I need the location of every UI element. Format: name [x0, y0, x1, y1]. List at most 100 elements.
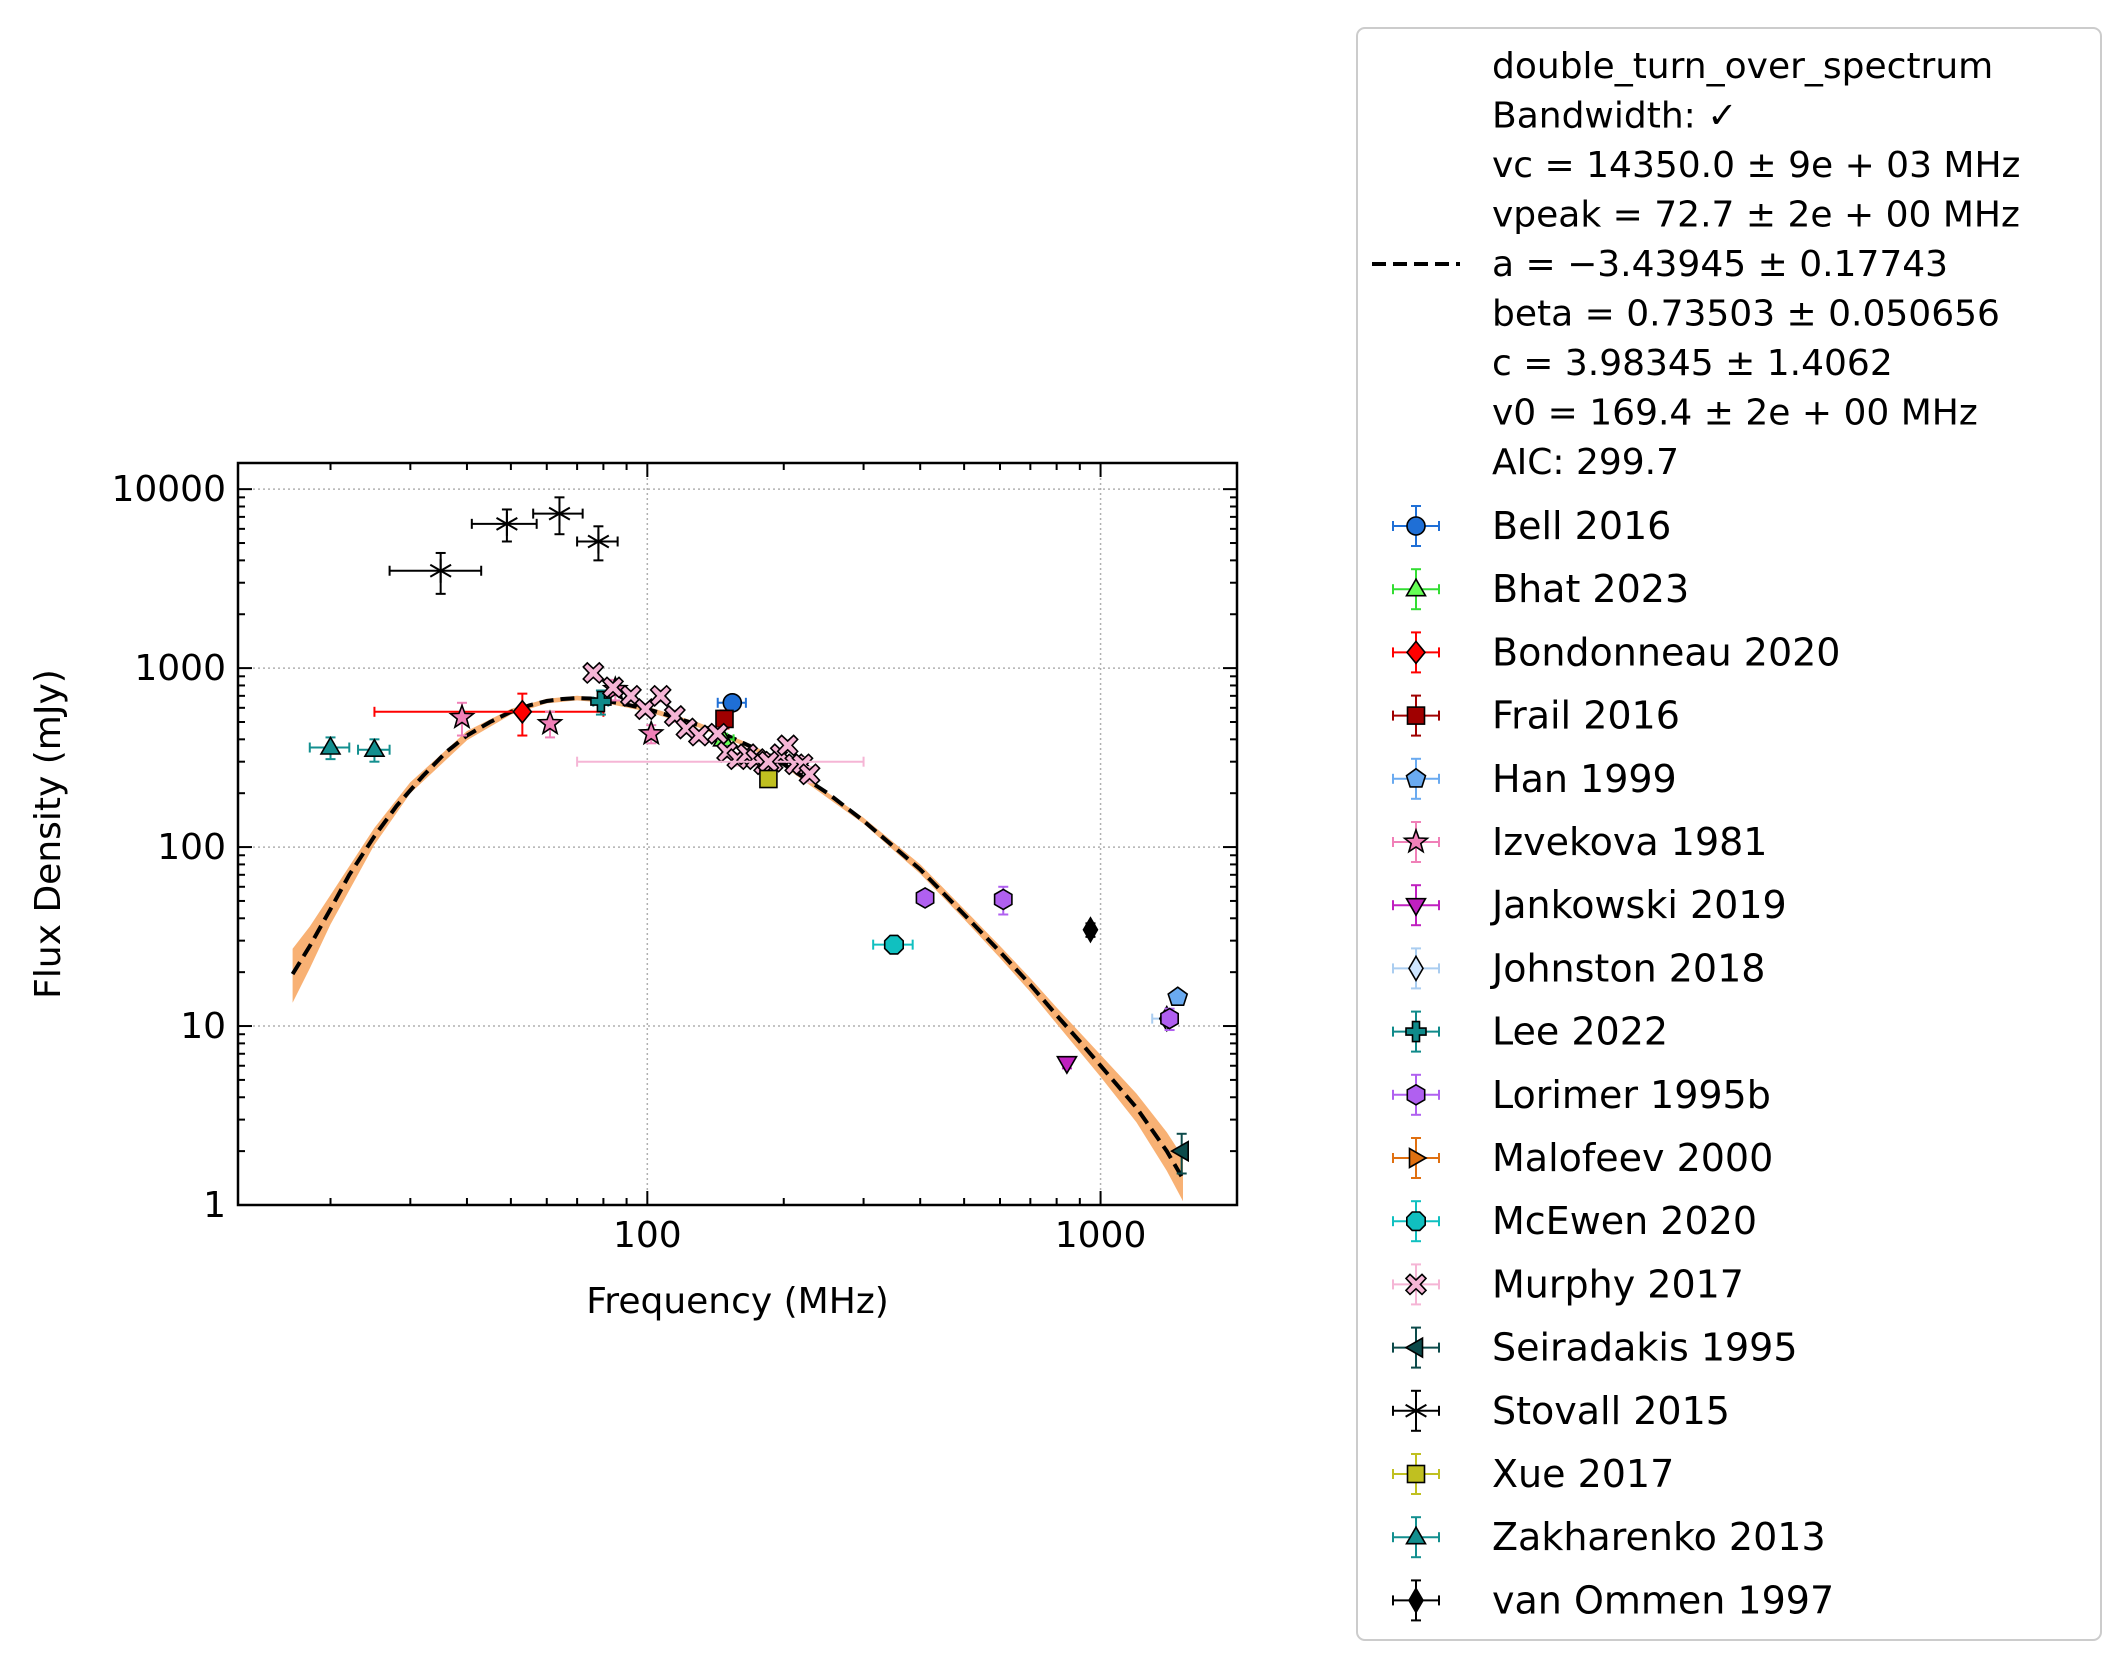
legend-entry: Jankowski 2019 — [1392, 883, 1787, 927]
y-axis-label: Flux Density (mJy) — [28, 669, 69, 999]
legend-marker — [1406, 1083, 1426, 1106]
legend-marker — [1408, 1147, 1428, 1169]
legend-entry: McEwen 2020 — [1392, 1199, 1757, 1243]
fit-parameter-text: v0 = 169.4 ± 2e + 00 MHz — [1492, 393, 1978, 434]
x-tick-label: 100 — [613, 1215, 682, 1256]
legend-label: Malofeev 2000 — [1492, 1136, 1773, 1180]
data-point — [619, 684, 643, 707]
legend-entry: Lorimer 1995b — [1392, 1073, 1771, 1117]
legend-label: Xue 2017 — [1492, 1452, 1674, 1496]
legend-label: Seiradakis 1995 — [1492, 1326, 1798, 1370]
legend-entry: Zakharenko 2013 — [1392, 1515, 1826, 1559]
data-marker — [587, 529, 610, 554]
data-marker — [637, 719, 665, 746]
fit-curve-layer — [290, 696, 1185, 1180]
legend-entry: Izvekova 1981 — [1392, 820, 1767, 864]
data-marker — [759, 769, 778, 789]
fit-parameter-text: vpeak = 72.7 ± 2e + 00 MHz — [1492, 195, 2020, 236]
data-point — [532, 496, 584, 536]
fit-parameter-text: vc = 14350.0 ± 9e + 03 MHz — [1492, 145, 2020, 186]
legend-entry: van Ommen 1997 — [1392, 1578, 1834, 1622]
data-point — [470, 508, 538, 543]
data-marker — [883, 934, 905, 955]
data-marker — [1082, 916, 1099, 944]
fit-parameter-text: AIC: 299.7 — [1492, 442, 1679, 483]
legend-label: Izvekova 1981 — [1492, 820, 1767, 864]
legend: double_turn_over_spectrum Bandwidth: ✓ vc … — [1356, 27, 2102, 1641]
data-point — [993, 885, 1013, 916]
series-jankowski-2019 — [1056, 1055, 1078, 1075]
legend-entry: Bondonneau 2020 — [1392, 630, 1840, 674]
y-tick-label: 1000 — [134, 648, 226, 689]
legend-label: Lee 2022 — [1492, 1010, 1668, 1054]
data-point — [601, 676, 625, 699]
data-marker — [798, 763, 821, 786]
legend-label: Lorimer 1995b — [1492, 1073, 1771, 1117]
data-point — [373, 692, 605, 737]
data-marker — [915, 886, 935, 909]
data-marker — [1170, 1140, 1189, 1163]
data-point — [634, 698, 657, 721]
data-point — [716, 692, 747, 713]
data-marker — [319, 735, 342, 755]
data-point — [637, 719, 665, 746]
data-marker — [582, 661, 605, 685]
fit-parameter-text: c = 3.98345 ± 1.4062 — [1492, 343, 1893, 384]
data-marker — [1056, 1055, 1078, 1075]
data-point — [1170, 1132, 1189, 1175]
legend-entry: Frail 2016 — [1392, 694, 1680, 738]
legend-marker — [1406, 706, 1426, 725]
fit-parameter-text: Bandwidth: ✓ — [1492, 96, 1737, 137]
legend-marker — [1404, 1336, 1424, 1359]
legend-entry: Malofeev 2000 — [1392, 1136, 1773, 1180]
data-marker — [649, 684, 672, 707]
legend-label: van Ommen 1997 — [1492, 1578, 1834, 1622]
x-tick-label: 1000 — [1055, 1215, 1147, 1256]
series-lee-2022 — [590, 689, 612, 716]
series-xue-2017 — [759, 769, 778, 789]
data-point — [872, 934, 914, 955]
data-marker — [722, 692, 743, 713]
legend-marker — [1405, 897, 1427, 917]
data-marker — [512, 699, 533, 725]
legend-entry: Lee 2022 — [1392, 1010, 1668, 1054]
data-point — [308, 735, 351, 761]
legend-marker — [1405, 640, 1427, 665]
data-marker — [590, 690, 612, 713]
data-marker — [363, 738, 386, 758]
legend-marker — [1406, 516, 1426, 536]
data-point — [759, 769, 778, 789]
series-han-1999 — [1167, 986, 1189, 1007]
data-point — [715, 709, 734, 730]
data-marker — [776, 734, 799, 757]
y-tick-label: 100 — [157, 827, 226, 868]
data-marker — [675, 717, 698, 740]
fit-parameter-text: double_turn_over_spectrum — [1492, 46, 1993, 87]
grid-lines — [238, 463, 1237, 1206]
legend-entry: Johnston 2018 — [1392, 946, 1765, 990]
data-point — [649, 684, 672, 707]
data-point — [1082, 916, 1099, 944]
data-point — [576, 525, 619, 562]
axes-layer: 100 1000 1 10 100 1000 10000 Frequency (MHz) Flu… — [28, 461, 1239, 1322]
fit-parameter-text: a = −3.43945 ± 0.17743 — [1492, 244, 1948, 285]
data-point — [357, 738, 391, 763]
plot-frame — [236, 461, 1239, 1207]
data-point — [706, 722, 729, 745]
data-marker — [548, 501, 571, 526]
data-point — [675, 717, 698, 740]
legend-entry: Xue 2017 — [1392, 1452, 1674, 1496]
data-marker — [993, 888, 1013, 911]
series-frail-2016 — [715, 709, 734, 730]
fit-curve — [290, 696, 1185, 1180]
legend-label: Bhat 2023 — [1492, 567, 1689, 611]
legend-label: Zakharenko 2013 — [1492, 1515, 1826, 1559]
legend-marker — [1405, 1398, 1427, 1423]
data-marker — [619, 684, 643, 707]
legend-box — [1356, 27, 2102, 1641]
legend-marker — [1408, 954, 1424, 982]
legend-entry: Murphy 2017 — [1392, 1262, 1744, 1306]
legend-label: Bondonneau 2020 — [1492, 630, 1840, 674]
data-marker — [1160, 1007, 1179, 1030]
